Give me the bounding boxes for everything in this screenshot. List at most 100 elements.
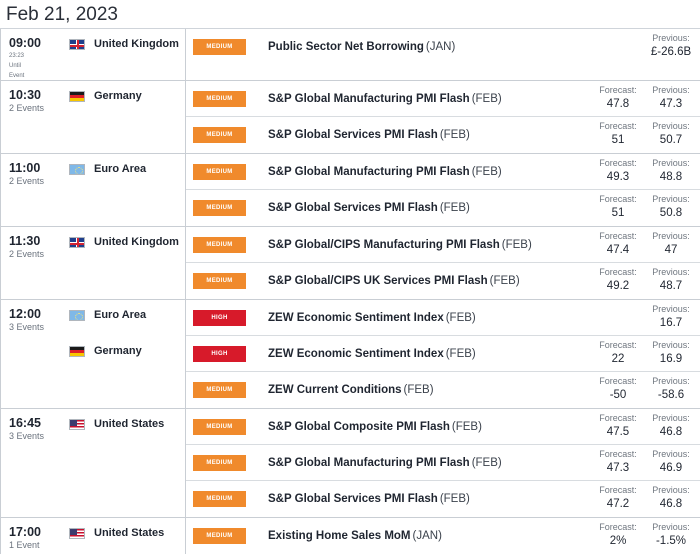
countdown-text: 23:23 xyxy=(9,53,25,59)
eu-flag-icon xyxy=(69,164,85,175)
event-name[interactable]: S&P Global Manufacturing PMI Flash (FEB) xyxy=(268,457,594,469)
time-group: 12:00 3 Events Euro Area Germany HIGH ZEW Eco… xyxy=(0,300,700,409)
forecast-value: 51 xyxy=(611,207,625,219)
event-name[interactable]: S&P Global Services PMI Flash (FEB) xyxy=(268,129,594,141)
previous-label: Previous: xyxy=(652,158,690,168)
event-title: S&P Global Services PMI Flash xyxy=(268,493,438,505)
forecast-value: 49.2 xyxy=(606,280,630,292)
event-row[interactable]: HIGH ZEW Economic Sentiment Index (FEB) For… xyxy=(186,336,700,372)
uk-flag-icon xyxy=(69,39,85,50)
event-period: (FEB) xyxy=(439,129,470,141)
event-row[interactable]: MEDIUM S&P Global/CIPS Manufacturing PMI … xyxy=(186,227,700,263)
time-group: 11:30 2 Events United Kingdom MEDIUM S&P Glo… xyxy=(0,227,700,300)
event-name[interactable]: ZEW Economic Sentiment Index (FEB) xyxy=(268,312,594,324)
uk-flag-icon xyxy=(69,237,85,248)
forecast-label: Forecast: xyxy=(599,413,637,423)
country-column: United Kingdom xyxy=(60,29,186,80)
event-name[interactable]: S&P Global Manufacturing PMI Flash (FEB) xyxy=(268,166,594,178)
event-row[interactable]: MEDIUM S&P Global Manufacturing PMI Flash… xyxy=(186,445,700,481)
event-name[interactable]: ZEW Economic Sentiment Index (FEB) xyxy=(268,348,594,360)
previous-value: 16.7 xyxy=(659,317,683,329)
previous-value: 47 xyxy=(664,244,678,256)
event-row[interactable]: MEDIUM S&P Global Composite PMI Flash (FEB… xyxy=(186,409,700,445)
country-block: United Kingdom xyxy=(60,227,185,299)
event-row[interactable]: MEDIUM S&P Global Services PMI Flash (FEB)… xyxy=(186,117,700,153)
previous-value: -1.5% xyxy=(655,535,687,547)
event-time: 12:00 xyxy=(9,307,41,321)
event-row[interactable]: MEDIUM S&P Global/CIPS UK Services PMI Fl… xyxy=(186,263,700,299)
event-name[interactable]: S&P Global Composite PMI Flash (FEB) xyxy=(268,421,594,433)
previous-label: Previous: xyxy=(652,449,690,459)
forecast-value: 2% xyxy=(609,535,627,547)
event-name[interactable]: S&P Global Manufacturing PMI Flash (FEB) xyxy=(268,93,594,105)
event-row[interactable]: MEDIUM S&P Global Manufacturing PMI Flash… xyxy=(186,154,700,190)
germany-flag-icon xyxy=(69,346,85,357)
previous-cell: Previous: -58.6 xyxy=(642,372,700,403)
event-period: (FEB) xyxy=(445,347,476,360)
impact-badge: MEDIUM xyxy=(193,528,246,544)
country-block: United States xyxy=(60,409,185,517)
forecast-value: 47.2 xyxy=(606,498,630,510)
time-group: 11:00 2 Events Euro Area MEDIUM S&P Global M… xyxy=(0,154,700,227)
forecast-label: Forecast: xyxy=(599,485,637,495)
previous-label: Previous: xyxy=(652,267,690,277)
forecast-cell: Forecast: 22 xyxy=(594,336,642,367)
event-row[interactable]: HIGH ZEW Economic Sentiment Index (FEB) Pre… xyxy=(186,300,700,336)
event-count: 1 Event xyxy=(9,540,40,550)
event-row[interactable]: MEDIUM ZEW Current Conditions (FEB) Forecas… xyxy=(186,372,700,408)
event-name[interactable]: S&P Global Services PMI Flash (FEB) xyxy=(268,493,594,505)
event-row[interactable]: MEDIUM Existing Home Sales MoM (JAN) Foreca… xyxy=(186,518,700,554)
impact-badge: MEDIUM xyxy=(193,127,246,143)
country-block: United Kingdom xyxy=(60,29,185,65)
forecast-value: 47.5 xyxy=(606,426,630,438)
forecast-label: Forecast: xyxy=(599,158,637,168)
impact-badge: MEDIUM xyxy=(193,491,246,507)
event-title: S&P Global Services PMI Flash xyxy=(268,129,438,141)
event-name[interactable]: S&P Global/CIPS Manufacturing PMI Flash(… xyxy=(268,239,594,251)
event-title: Existing Home Sales MoM xyxy=(268,530,411,542)
previous-value: 48.7 xyxy=(659,280,683,292)
impact-badge: MEDIUM xyxy=(193,454,246,471)
impact-badge: HIGH xyxy=(193,309,246,326)
forecast-label: Forecast: xyxy=(599,376,637,386)
country-block: Euro Area xyxy=(60,154,185,226)
forecast-cell: Forecast: -50 xyxy=(594,372,642,403)
country-name: United States xyxy=(94,418,165,430)
country-name: United States xyxy=(94,527,165,539)
event-name[interactable]: Public Sector Net Borrowing (JAN) xyxy=(268,41,594,53)
time-cell: 10:30 2 Events xyxy=(0,81,60,153)
previous-label: Previous: xyxy=(652,33,690,43)
event-time: 11:00 xyxy=(9,161,41,175)
impact-badge: MEDIUM xyxy=(193,418,246,435)
country-column: United Kingdom xyxy=(60,227,186,299)
event-time: 09:00 xyxy=(9,36,41,50)
event-title: S&P Global/CIPS Manufacturing PMI Flash xyxy=(268,238,500,251)
previous-cell: Previous: 47.3 xyxy=(642,81,700,112)
forecast-cell: Forecast: 2% xyxy=(594,518,642,549)
previous-label: Previous: xyxy=(652,231,690,241)
event-row[interactable]: MEDIUM S&P Global Services PMI Flash (FEB)… xyxy=(186,190,700,226)
country-block: United States xyxy=(60,518,185,554)
previous-label: Previous: xyxy=(652,194,690,204)
impact-badge: HIGH xyxy=(193,345,246,362)
previous-value: -58.6 xyxy=(657,389,685,401)
event-row[interactable]: MEDIUM S&P Global Services PMI Flash (FEB)… xyxy=(186,481,700,517)
calendar-table: 09:00 23:23 Until Event United Kingdom MEDIUM… xyxy=(0,29,700,554)
germany-flag-icon xyxy=(69,91,85,102)
event-name[interactable]: ZEW Current Conditions (FEB) xyxy=(268,384,594,396)
event-name[interactable]: S&P Global Services PMI Flash (FEB) xyxy=(268,202,594,214)
event-name[interactable]: S&P Global/CIPS UK Services PMI Flash (FE… xyxy=(268,275,594,287)
country-block: Euro Area xyxy=(60,300,185,336)
event-row[interactable]: MEDIUM Public Sector Net Borrowing (JAN) Pr… xyxy=(186,29,700,65)
event-name[interactable]: Existing Home Sales MoM (JAN) xyxy=(268,530,594,542)
previous-cell: Previous: 16.9 xyxy=(642,336,700,367)
impact-badge: MEDIUM xyxy=(193,273,246,289)
time-cell: 11:00 2 Events xyxy=(0,154,60,226)
event-period: (JAN) xyxy=(425,41,456,53)
event-title: ZEW Current Conditions xyxy=(268,384,402,396)
forecast-cell: Forecast: 51 xyxy=(594,190,642,221)
event-row[interactable]: MEDIUM S&P Global Manufacturing PMI Flash… xyxy=(186,81,700,117)
previous-label: Previous: xyxy=(652,376,690,386)
event-title: ZEW Economic Sentiment Index xyxy=(268,347,444,360)
forecast-cell: Forecast: 47.8 xyxy=(594,81,642,112)
